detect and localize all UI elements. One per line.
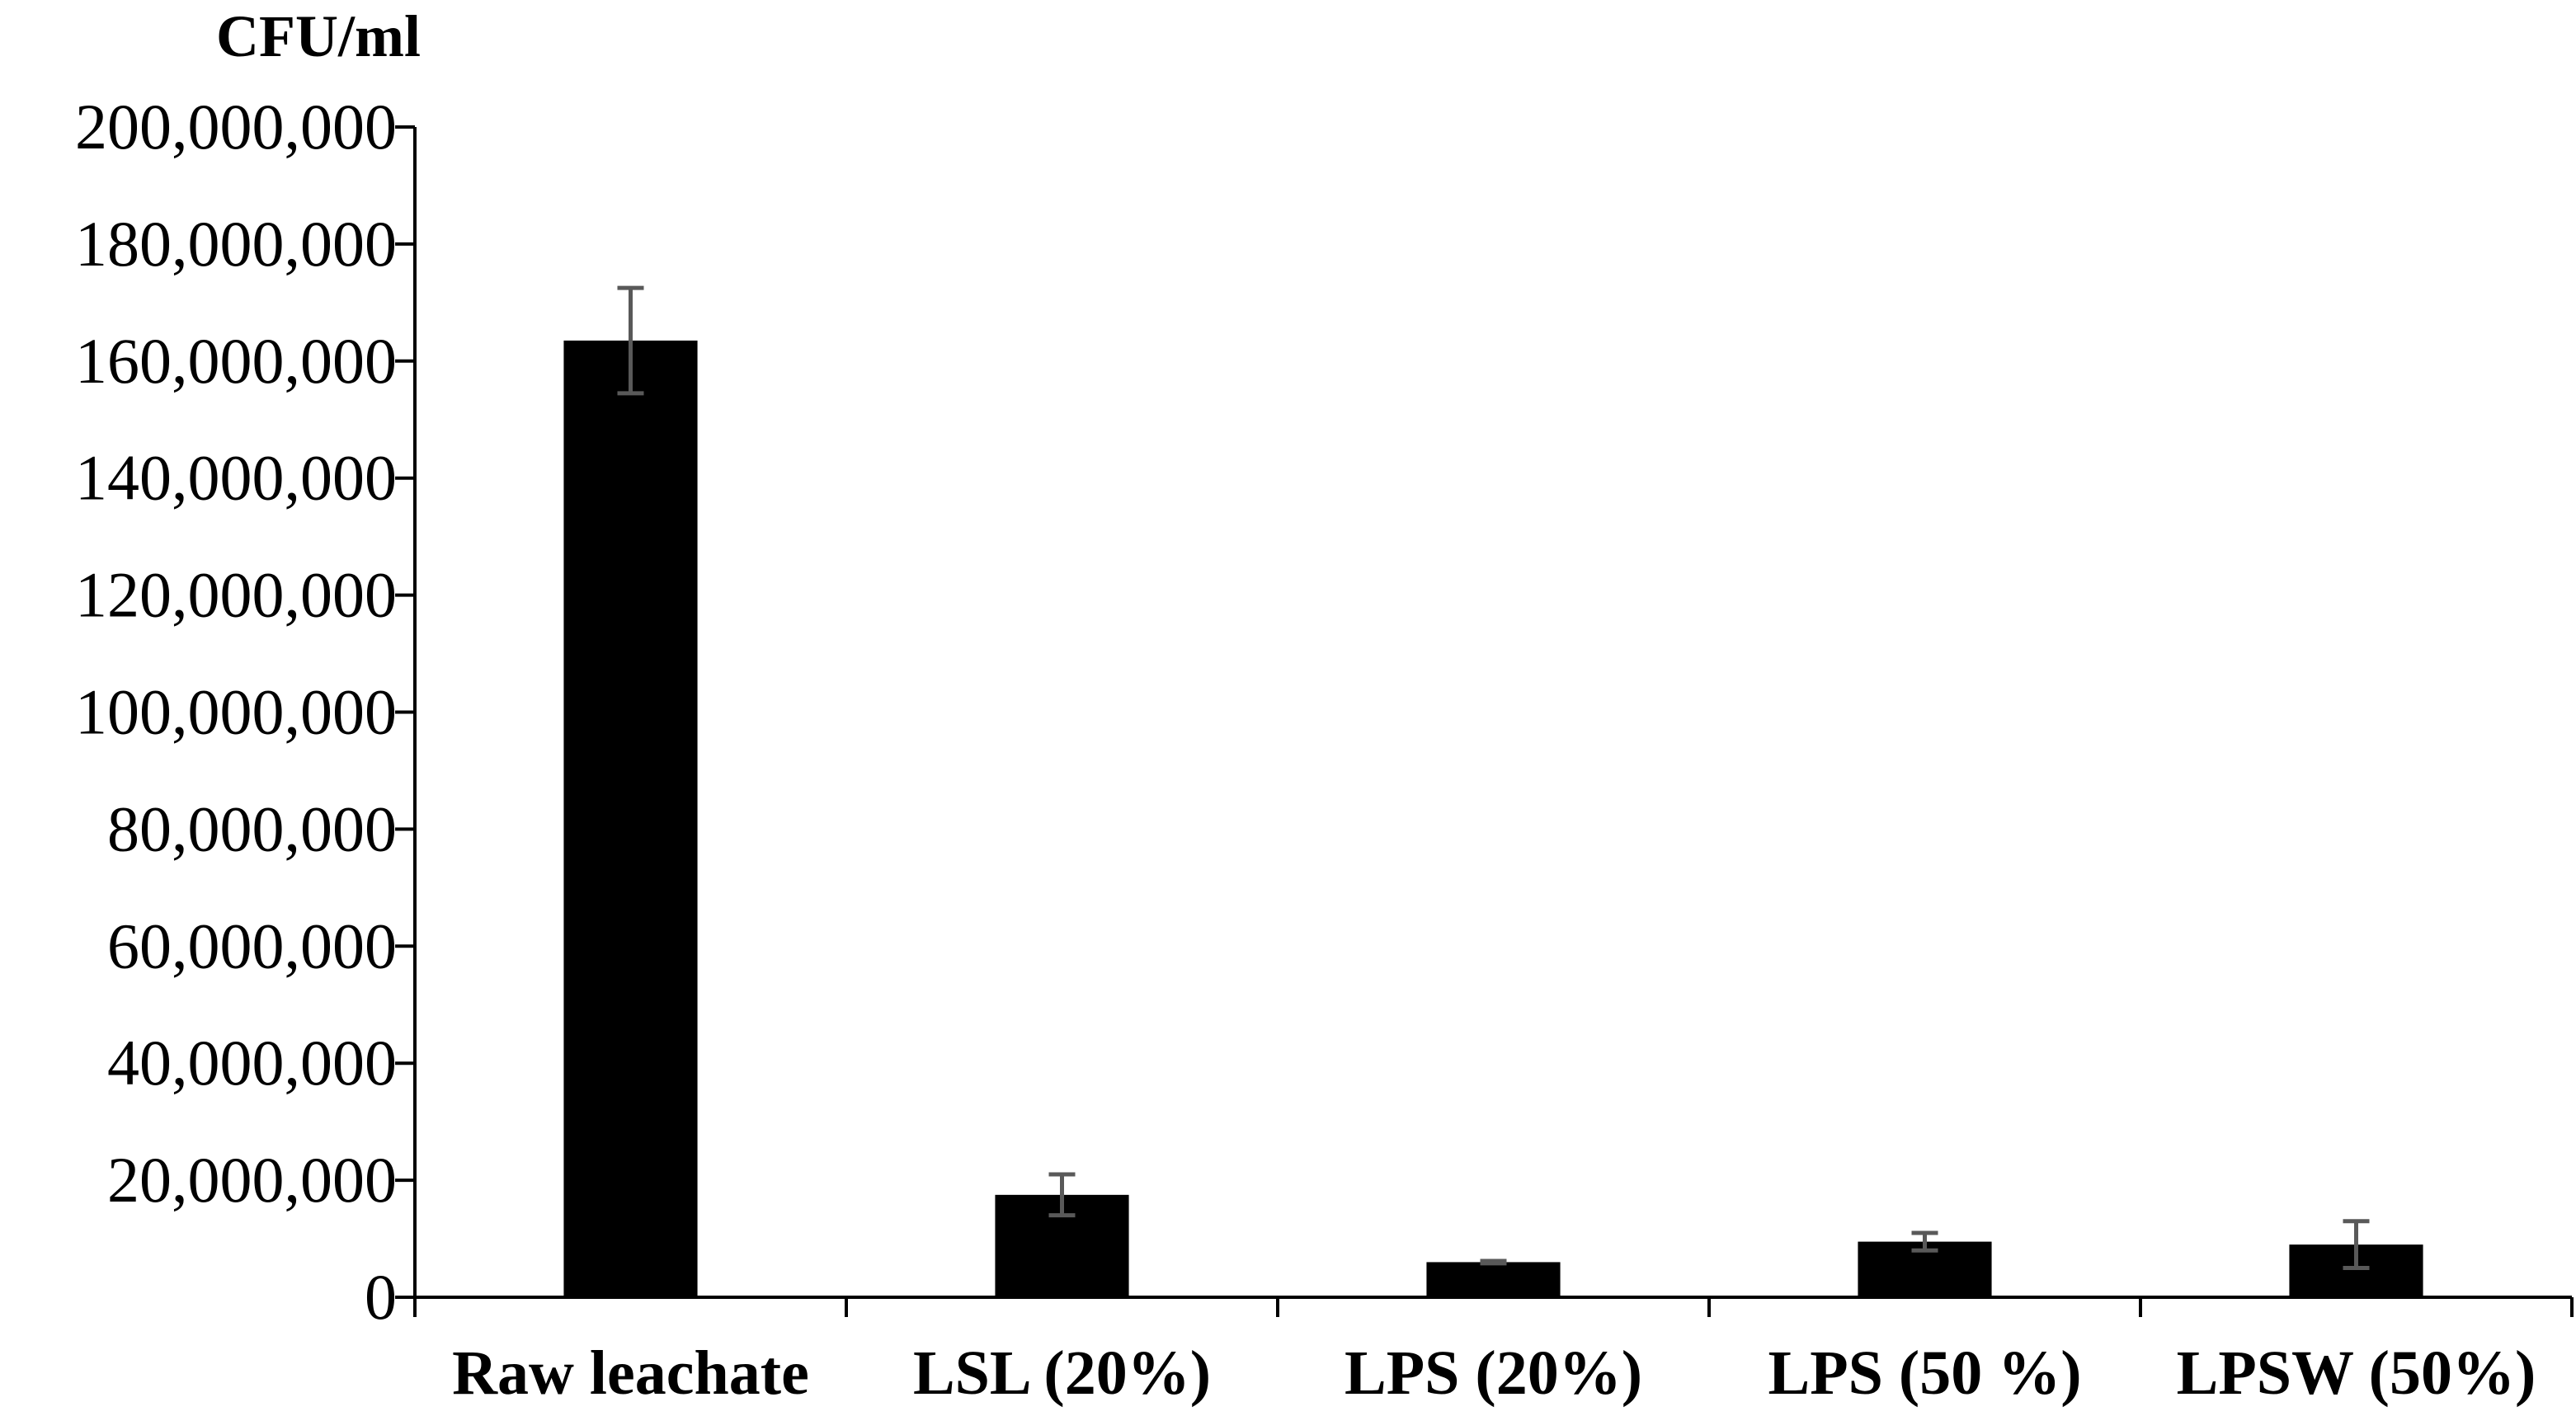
y-tick-label: 200,000,000	[75, 91, 397, 162]
bars	[563, 340, 2423, 1297]
x-axis	[413, 1296, 2574, 1317]
y-tick-label: 140,000,000	[75, 442, 397, 514]
x-tick-label: LPS (20%)	[1345, 1338, 1642, 1408]
x-tick-label: LPSW (50%)	[2177, 1338, 2536, 1408]
y-tick-label: 100,000,000	[75, 676, 397, 748]
x-tick-label: LSL (20%)	[913, 1338, 1211, 1408]
y-tick-label: 120,000,000	[75, 559, 397, 631]
y-tick-label: 180,000,000	[75, 208, 397, 280]
category-labels: Raw leachate LSL (20%) LPS (20%) LPS (50 %)…	[452, 1338, 2536, 1408]
x-tick-label: LPS (50 %)	[1768, 1338, 2082, 1408]
y-axis: 0 20,000,000 40,000,000 60,000,000 80,000,00…	[75, 91, 417, 1333]
y-tick-label: 80,000,000	[107, 793, 397, 864]
y-tick-label: 20,000,000	[107, 1144, 397, 1216]
bar	[563, 340, 698, 1297]
y-tick-label: 40,000,000	[107, 1027, 397, 1098]
error-bars	[617, 285, 2370, 1271]
y-tick-label: 60,000,000	[107, 910, 397, 981]
y-tick-label: 0	[365, 1261, 397, 1333]
y-axis-title: CFU/ml	[216, 3, 421, 69]
bar	[1426, 1262, 1561, 1297]
y-tick-label: 160,000,000	[75, 325, 397, 397]
x-tick-label: Raw leachate	[452, 1338, 809, 1408]
